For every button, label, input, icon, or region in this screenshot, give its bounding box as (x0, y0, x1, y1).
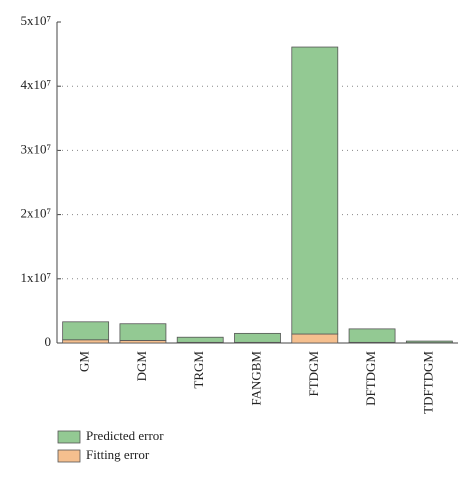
x-tick-label: GM (77, 351, 92, 372)
legend-label: Fitting error (86, 447, 150, 462)
bar-segment (62, 339, 110, 344)
bar-segment (176, 336, 224, 343)
legend-label: Predicted error (86, 428, 164, 443)
bar-segment (291, 46, 339, 335)
bar-segment (348, 328, 396, 343)
bar-segment (405, 340, 453, 344)
y-tick-label: 0 (45, 334, 52, 349)
x-tick-label: DGM (134, 351, 149, 382)
x-tick-label: TDFTDGM (420, 351, 435, 414)
x-tick-label: FTDGM (306, 351, 321, 397)
bar-segment (291, 333, 339, 344)
legend-swatch (57, 449, 81, 463)
legend-swatch (57, 430, 81, 444)
bar-segment (234, 332, 281, 343)
bar-segment (119, 323, 167, 341)
x-tick-label: FANGBM (248, 351, 263, 406)
y-tick-label: 1x10⁷ (20, 270, 51, 285)
y-tick-label: 4x10⁷ (20, 77, 51, 92)
y-tick-label: 3x10⁷ (20, 141, 51, 156)
y-tick-label: 5x10⁷ (20, 13, 51, 28)
bar-segment (62, 321, 110, 341)
x-tick-label: TRGM (191, 351, 206, 389)
x-tick-label: DFTDGM (363, 351, 378, 406)
y-tick-label: 2x10⁷ (20, 206, 51, 221)
